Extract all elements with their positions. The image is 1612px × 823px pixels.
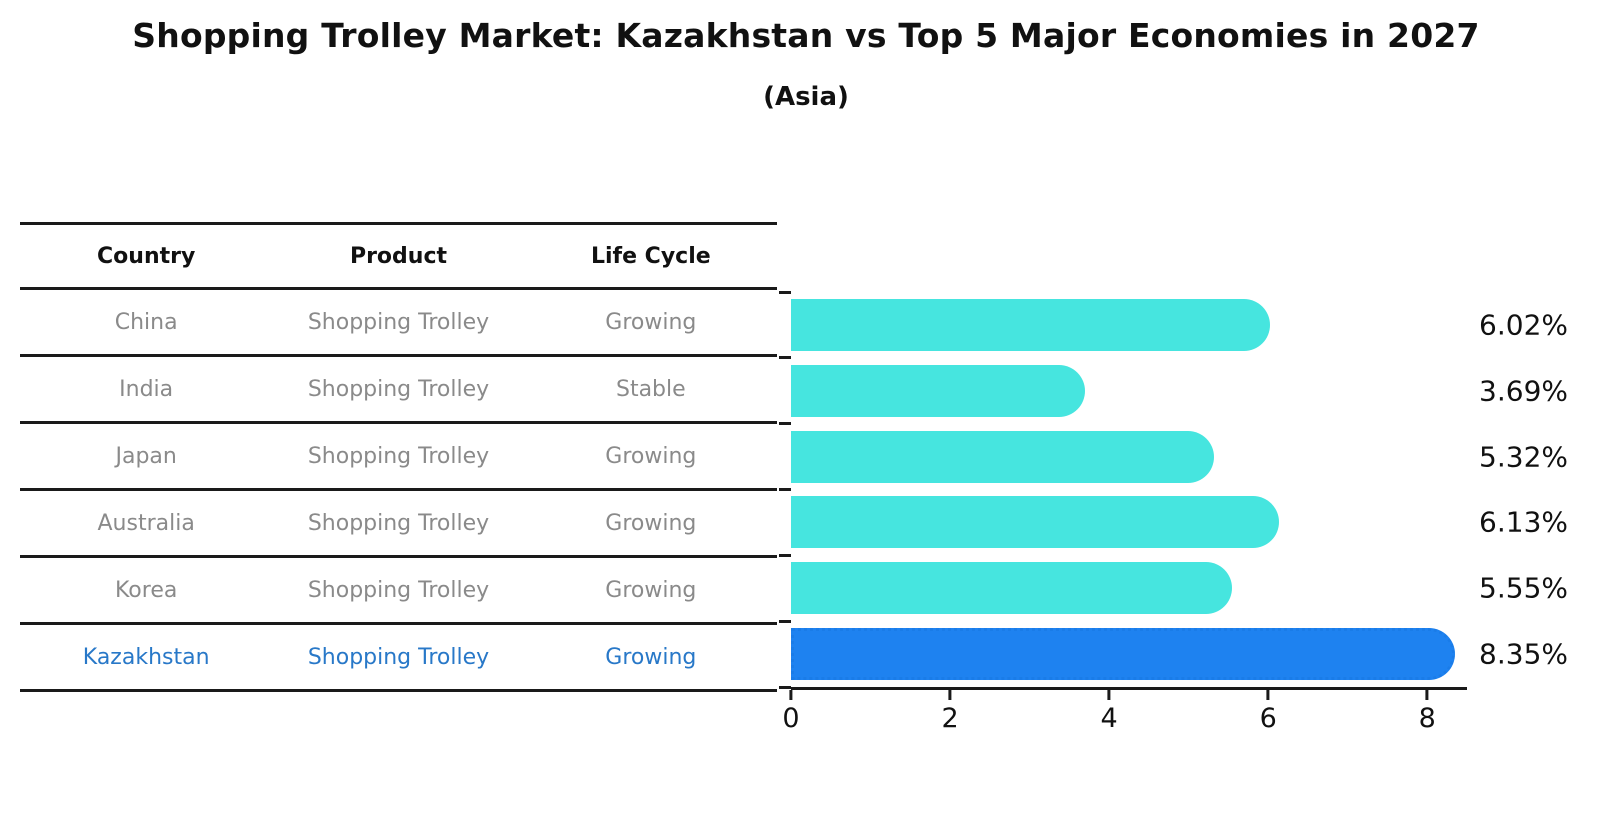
cell-country: India	[119, 376, 174, 402]
bar-india	[791, 364, 1085, 417]
x-tick-4: 4	[1101, 690, 1118, 734]
x-tick-0: 0	[782, 690, 800, 734]
x-tick-mark	[1266, 690, 1270, 700]
x-tick-label: 4	[1100, 703, 1118, 734]
value-label-china: 6.02%	[1479, 308, 1568, 342]
x-tick-mark	[1107, 690, 1111, 700]
bar-china	[791, 298, 1270, 351]
table-row-korea: Korea Shopping Trolley Growing	[20, 557, 777, 624]
x-tick-mark	[789, 690, 793, 700]
cell-life-cycle: Growing	[605, 510, 697, 536]
chart-subtitle: (Asia)	[763, 82, 849, 112]
cell-product: Shopping Trolley	[307, 309, 490, 335]
table-row-australia: Australia Shopping Trolley Growing	[20, 490, 777, 557]
bar-australia	[791, 496, 1279, 549]
cell-country: Australia	[97, 510, 195, 536]
table-header-row: Country Product Life Cycle	[20, 223, 777, 289]
cell-life-cycle: Stable	[615, 376, 686, 402]
cell-life-cycle: Growing	[605, 644, 697, 670]
cell-country: Korea	[114, 577, 178, 603]
x-tick-label: 0	[782, 703, 800, 734]
x-axis	[791, 687, 1467, 690]
value-label-kazakhstan: 8.35%	[1479, 637, 1568, 671]
y-tick-mark	[779, 422, 791, 426]
bar-korea	[791, 562, 1233, 615]
x-tick-6: 6	[1260, 690, 1277, 734]
y-tick-mark	[779, 685, 791, 689]
cell-product: Shopping Trolley	[307, 577, 490, 603]
y-tick-mark	[779, 553, 791, 557]
x-tick-mark	[948, 690, 952, 700]
y-tick-mark	[779, 290, 791, 294]
column-header-country: Country	[97, 243, 196, 269]
column-header-product: Product	[349, 243, 448, 269]
y-tick-mark	[779, 356, 791, 360]
x-tick-label: 6	[1259, 703, 1277, 734]
value-label-india: 3.69%	[1479, 374, 1568, 408]
value-label-korea: 5.55%	[1479, 571, 1568, 605]
cell-country: China	[114, 309, 178, 335]
x-tick-label: 2	[941, 703, 959, 734]
cell-life-cycle: Growing	[605, 443, 697, 469]
bar-kazakhstan	[791, 628, 1456, 681]
chart-title: Shopping Trolley Market: Kazakhstan vs T…	[132, 16, 1480, 55]
table-row-china: China Shopping Trolley Growing	[20, 289, 777, 356]
cell-country: Kazakhstan	[82, 644, 210, 670]
cell-product: Shopping Trolley	[307, 644, 490, 670]
country-info-table: Country Product Life Cycle China Shoppin…	[20, 222, 777, 692]
cell-life-cycle: Growing	[605, 309, 697, 335]
x-tick-mark	[1425, 690, 1429, 700]
table-row-japan: Japan Shopping Trolley Growing	[20, 423, 777, 490]
bar-plot-area	[791, 292, 1467, 687]
cell-product: Shopping Trolley	[307, 443, 490, 469]
table-row-kazakhstan: Kazakhstan Shopping Trolley Growing	[20, 624, 777, 691]
x-tick-2: 2	[942, 690, 959, 734]
x-tick-label: 8	[1418, 703, 1436, 734]
cell-life-cycle: Growing	[605, 577, 697, 603]
y-tick-mark	[779, 488, 791, 491]
column-header-life-cycle: Life Cycle	[590, 243, 711, 269]
value-label-japan: 5.32%	[1479, 440, 1568, 474]
cell-product: Shopping Trolley	[307, 510, 490, 536]
x-tick-8: 8	[1419, 690, 1436, 734]
cell-country: Japan	[115, 443, 177, 469]
value-label-australia: 6.13%	[1479, 505, 1568, 539]
bar-japan	[791, 430, 1215, 483]
y-tick-mark	[779, 619, 791, 623]
table-row-india: India Shopping Trolley Stable	[20, 356, 777, 423]
cell-product: Shopping Trolley	[307, 376, 490, 402]
